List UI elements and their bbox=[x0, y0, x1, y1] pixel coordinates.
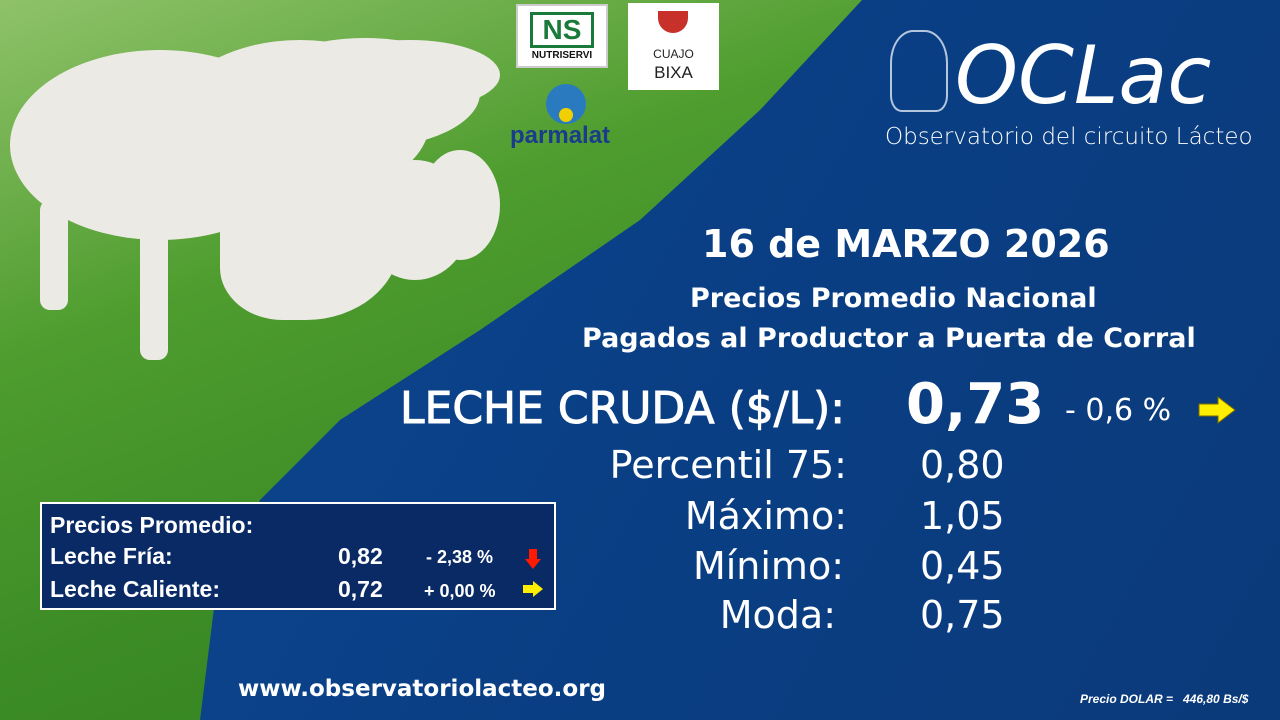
box-row-value: 0,72 bbox=[338, 576, 383, 602]
subtitle-line1: Precios Promedio Nacional bbox=[690, 283, 1097, 314]
stat-value: 0,45 bbox=[920, 544, 1005, 588]
dollar-rate: Precio DOLAR = 446,80 Bs/$ bbox=[1080, 692, 1249, 706]
stat-label: Percentil 75: bbox=[609, 443, 847, 487]
stat-value: 1,05 bbox=[920, 494, 1005, 538]
stat-label: Máximo: bbox=[684, 494, 847, 538]
arrow-right-icon bbox=[1198, 395, 1236, 425]
box-title: Precios Promedio: bbox=[50, 512, 254, 538]
box-row-change: + 0,00 % bbox=[424, 581, 496, 601]
cuajo-bixa-logo: CUAJO BIXA bbox=[628, 3, 719, 90]
parmalat-logo: parmalat bbox=[508, 80, 622, 150]
arrow-right-icon bbox=[522, 580, 544, 603]
main-label: LECHE CRUDA ($/L): bbox=[399, 383, 846, 435]
box-row-label: Leche Caliente: bbox=[50, 576, 220, 602]
stat-value: 0,80 bbox=[920, 443, 1005, 487]
box-row-change: - 2,38 % bbox=[426, 547, 494, 567]
arrow-down-icon bbox=[524, 548, 542, 575]
stat-value: 0,75 bbox=[920, 593, 1005, 637]
stat-label: Mínimo: bbox=[692, 544, 844, 588]
box-row-value: 0,82 bbox=[338, 543, 383, 569]
nutriservi-logo: NS NUTRISERVI bbox=[516, 4, 608, 68]
main-value: 0,73 bbox=[906, 372, 1045, 437]
website-link[interactable]: www.observatoriolacteo.org bbox=[238, 676, 607, 702]
main-change: - 0,6 % bbox=[1065, 393, 1172, 428]
subtitle-line2: Pagados al Productor a Puerta de Corral bbox=[582, 323, 1196, 354]
stat-label: Moda: bbox=[719, 593, 836, 637]
box-row-label: Leche Fría: bbox=[50, 543, 173, 569]
report-date: 16 de MARZO 2026 bbox=[702, 222, 1110, 266]
average-prices-box: Precios Promedio: Leche Fría: 0,82 - 2,3… bbox=[40, 502, 556, 610]
